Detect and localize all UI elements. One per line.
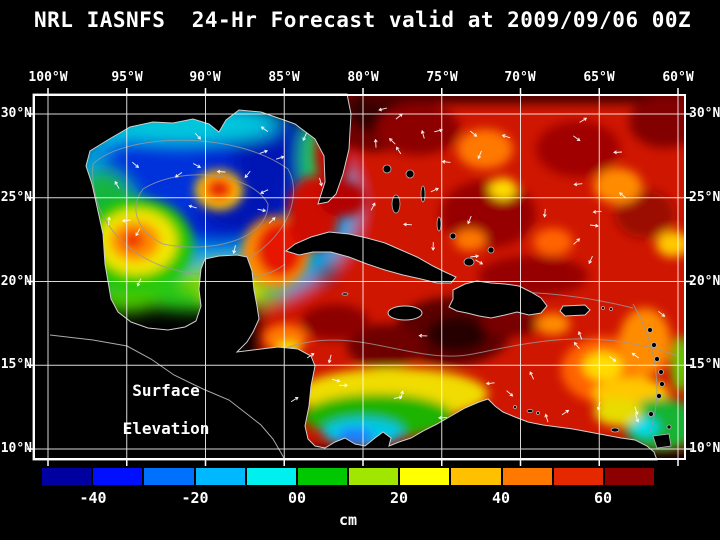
current-vector-arrows [107, 107, 666, 423]
colorbar-tick-label: 20 [389, 489, 409, 507]
colorbar-segment [195, 468, 245, 485]
lon-label: 80°W [347, 70, 379, 85]
colorbar-segment [400, 468, 450, 485]
colorbar-segment [93, 468, 143, 485]
lat-label-right: 15°N [689, 357, 720, 372]
colorbar-tick-label: 40 [491, 489, 511, 507]
lon-label: 90°W [189, 70, 221, 85]
colorbar-segment [297, 468, 348, 485]
colorbar-segment [246, 468, 296, 485]
axis-ticks [27, 88, 692, 466]
colorbar-segment [553, 468, 603, 485]
colorbar-segment [502, 468, 552, 485]
land-jamaica [387, 305, 423, 321]
lat-label-right: 25°N [689, 190, 720, 205]
lat-label-right: 10°N [689, 441, 720, 456]
colorbar-segment [42, 468, 92, 485]
colorbar-tick-label: 00 [287, 489, 307, 507]
lon-label: 70°W [504, 70, 536, 85]
map-canvas [27, 88, 692, 466]
colorbar-segment [349, 468, 399, 485]
lat-label-left: 30°N [0, 106, 32, 121]
colorbar-tick-label: -40 [79, 489, 107, 507]
land-puerto-rico [559, 304, 591, 317]
forecast-title: NRL IASNFS 24-Hr Forecast valid at 2009/… [34, 8, 692, 32]
colorbar-swatches [42, 468, 655, 485]
lon-label: 75°W [426, 70, 458, 85]
colorbar-segment [604, 468, 655, 485]
colorbar-tick-label: -20 [181, 489, 209, 507]
colorbar-tick-label: 60 [593, 489, 613, 507]
lat-label-left: 15°N [0, 357, 32, 372]
lon-label: 85°W [268, 70, 300, 85]
lat-label-right: 20°N [689, 274, 720, 289]
surface-elevation-label-line2: Elevation [122, 419, 210, 438]
lat-label-left: 20°N [0, 274, 32, 289]
land-layer [32, 93, 672, 461]
lon-label: 100°W [28, 70, 68, 85]
land-cuba [284, 231, 457, 284]
surface-elevation-label-line1: Surface [132, 381, 200, 400]
colorbar-segment [144, 468, 194, 485]
lon-label: 65°W [583, 70, 615, 85]
land-lesser-antilles [341, 292, 672, 449]
lat-label-left: 10°N [0, 441, 32, 456]
lon-label: 95°W [111, 70, 143, 85]
colorbar-segment [451, 468, 501, 485]
land-north-central-america [32, 93, 658, 461]
colorbar-unit-label: cm [338, 511, 358, 529]
graticule [33, 94, 686, 460]
land-hispaniola [448, 280, 548, 319]
lat-label-left: 25°N [0, 190, 32, 205]
lat-label-right: 30°N [689, 106, 720, 121]
pacific-coastline [49, 334, 285, 459]
lon-label: 60°W [662, 70, 694, 85]
map-border [33, 94, 686, 460]
